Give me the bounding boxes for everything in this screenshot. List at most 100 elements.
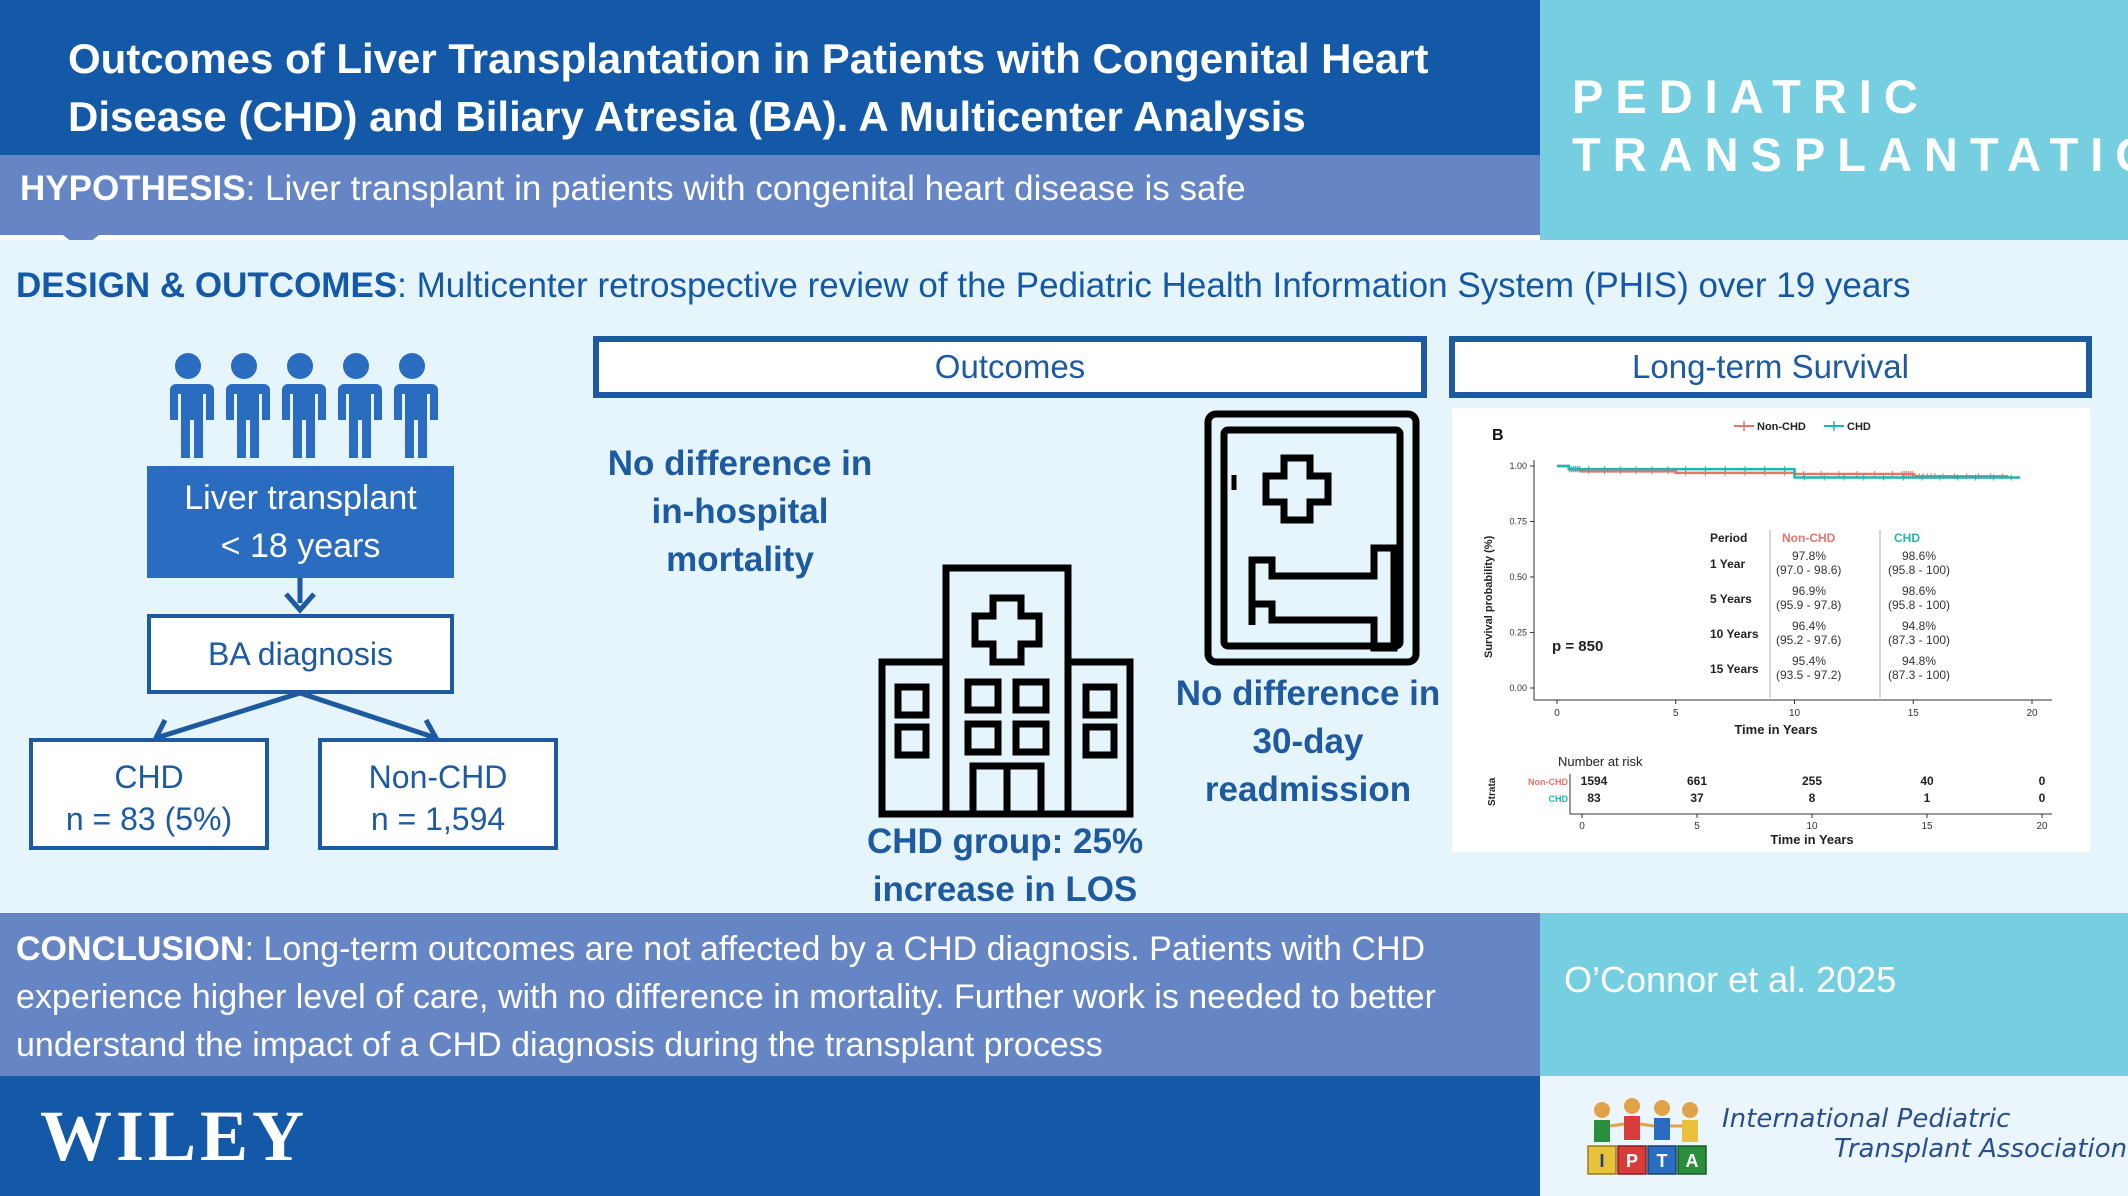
design-outcomes: DESIGN & OUTCOMES: Multicenter retrospec… <box>16 266 2116 306</box>
person-icon <box>224 353 270 458</box>
y-tick-label: 0.50 <box>1509 572 1527 582</box>
journal-line-1: PEDIATRIC <box>1572 70 1930 123</box>
title-line-2: Disease (CHD) and Biliary Atresia (BA). … <box>68 93 1306 140</box>
population-line-2: < 18 years <box>220 527 381 565</box>
x-axis-label: Time in Years <box>1734 722 1817 737</box>
population-line-1: Liver transplant <box>184 479 417 517</box>
table-chd-ci: (87.3 - 100) <box>1888 668 1950 682</box>
nonchd-count: n = 1,594 <box>370 801 506 837</box>
table-nonchd-value: 96.9% <box>1792 584 1826 598</box>
header-bar <box>0 0 1540 155</box>
mortality-line-1: No difference in <box>607 444 873 483</box>
conclusion-bar: CONCLUSION: Long-term outcomes are not a… <box>0 913 1540 1076</box>
x-tick-label: 15 <box>1908 708 1920 719</box>
p-value: p = 850 <box>1552 638 1603 655</box>
table-nonchd-value: 95.4% <box>1792 654 1826 668</box>
ipta-block-i: I <box>1599 1151 1604 1171</box>
ba-diagnosis-label: BA diagnosis <box>207 636 393 672</box>
x-tick-label: 5 <box>1673 708 1679 719</box>
survival-table: Period Non-CHD CHD 1 Year 97.8%(97.0 - 98… <box>1710 530 1950 698</box>
survival-header: Long-term Survival <box>1449 336 2092 398</box>
conclusion-label: CONCLUSION <box>16 930 245 968</box>
legend-chd: CHD <box>1847 421 1871 433</box>
km-chart: B Non-CHD CHD 0.000.250.500.751.00 0 5 10 1… <box>1452 408 2090 852</box>
chd-count: n = 83 (5%) <box>65 801 233 837</box>
risk-value: 1594 <box>1581 774 1608 788</box>
risk-value: 1 <box>1924 791 1931 805</box>
mortality-line-2: in-hospital <box>651 492 829 531</box>
table-header-period: Period <box>1710 531 1747 545</box>
hospital-icon <box>878 564 1134 818</box>
table-chd-ci: (95.8 - 100) <box>1888 598 1950 612</box>
chd-label: CHD <box>114 759 184 795</box>
table-nonchd-ci: (95.9 - 97.8) <box>1776 598 1841 612</box>
table-chd-value: 94.8% <box>1902 619 1936 633</box>
page-title: Outcomes of Liver Transplantation in Pat… <box>68 30 1528 146</box>
ipta-block-t: T <box>1657 1151 1668 1171</box>
risk-value: 0 <box>2039 791 2046 805</box>
person-icon <box>280 353 326 458</box>
y-tick-label: 0.75 <box>1509 517 1527 527</box>
mortality-finding: No difference in in-hospital mortality <box>580 440 900 584</box>
x-tick-label: 10 <box>1789 708 1801 719</box>
x-tick-label: 0 <box>1554 708 1560 719</box>
panel-label: B <box>1492 427 1504 444</box>
table-header-chd: CHD <box>1894 531 1920 545</box>
risk-row-label: Non-CHD <box>1528 777 1568 787</box>
chart-legend: Non-CHD CHD <box>1734 421 1871 433</box>
risk-value: 8 <box>1809 791 1816 805</box>
person-icon <box>336 353 382 458</box>
design-label: DESIGN & OUTCOMES <box>16 266 398 305</box>
design-text: : Multicenter retrospective review of th… <box>397 266 1911 305</box>
ipta-logo-icon: I P T A <box>1587 1098 1707 1175</box>
readmission-line-2: 30-day <box>1252 722 1364 761</box>
people-icon <box>168 353 438 458</box>
risk-x-tick-label: 15 <box>1921 821 1933 832</box>
nonchd-box: Non-CHD n = 1,594 <box>318 738 558 850</box>
risk-value: 661 <box>1687 774 1707 788</box>
conclusion-text: : Long-term outcomes are not affected by… <box>16 930 1436 1064</box>
risk-value: 37 <box>1690 791 1704 805</box>
table-period: 5 Years <box>1710 592 1752 606</box>
table-nonchd-ci: (97.0 - 98.6) <box>1776 563 1841 577</box>
journal-name: PEDIATRIC TRANSPLANTATION <box>1572 68 2128 184</box>
risk-row-label: CHD <box>1549 794 1569 804</box>
table-header-nonchd: Non-CHD <box>1782 531 1836 545</box>
table-chd-value: 98.6% <box>1902 584 1936 598</box>
table-nonchd-value: 97.8% <box>1792 549 1826 563</box>
readmission-line-3: readmission <box>1204 770 1412 809</box>
risk-x-tick-label: 20 <box>2036 821 2048 832</box>
y-axis-label: Survival probability (%) <box>1483 535 1495 658</box>
risk-strata-label: Strata <box>1487 777 1498 806</box>
publisher-logo: WILEY <box>40 1096 309 1176</box>
ipta-line-1: International Pediatric <box>1722 1104 2011 1134</box>
ipta-name: International Pediatric Transplant Assoc… <box>1722 1104 2127 1164</box>
los-line-1: CHD group: 25% <box>866 822 1144 861</box>
mortality-line-3: mortality <box>666 540 814 579</box>
table-period: 1 Year <box>1710 557 1745 571</box>
risk-x-axis-label: Time in Years <box>1770 832 1853 847</box>
nonchd-label: Non-CHD <box>368 759 508 795</box>
table-period: 15 Years <box>1710 662 1759 676</box>
risk-value: 83 <box>1587 791 1601 805</box>
readmission-finding: No difference in 30-day readmission <box>1168 670 1448 814</box>
readmission-line-1: No difference in <box>1175 674 1441 713</box>
hypothesis-bar: HYPOTHESIS: Liver transplant in patients… <box>0 155 1540 235</box>
title-line-1: Outcomes of Liver Transplantation in Pat… <box>68 35 1429 82</box>
series-line-1 <box>1557 464 2021 479</box>
chd-box: CHD n = 83 (5%) <box>29 738 269 850</box>
risk-x-tick-label: 5 <box>1694 821 1700 832</box>
ba-diagnosis-box: BA diagnosis <box>147 614 454 694</box>
table-chd-ci: (87.3 - 100) <box>1888 633 1950 647</box>
person-icon <box>168 353 214 458</box>
footer-bar <box>0 1076 1540 1196</box>
citation-panel: O’Connor et al. 2025 <box>1540 913 2128 1076</box>
outcomes-header-label: Outcomes <box>934 348 1086 385</box>
y-tick-label: 1.00 <box>1509 461 1527 471</box>
flow-arrows <box>152 578 440 746</box>
journal-line-2: TRANSPLANTATION <box>1572 128 2128 181</box>
table-chd-value: 94.8% <box>1902 654 1936 668</box>
y-tick-label: 0.00 <box>1509 683 1527 693</box>
hypothesis-text: : Liver transplant in patients with cong… <box>245 169 1246 208</box>
legend-nonchd: Non-CHD <box>1757 421 1806 433</box>
